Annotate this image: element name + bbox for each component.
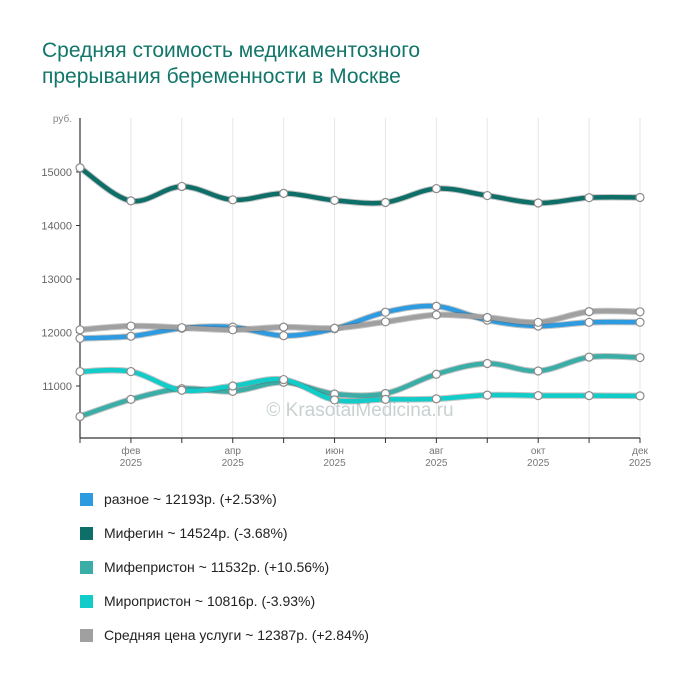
data-point[interactable] xyxy=(177,385,187,395)
x-tick-label-month: авг xyxy=(429,446,444,457)
series-line-shadow xyxy=(76,164,644,207)
x-tick-label-year: 2025 xyxy=(527,458,550,469)
data-point[interactable] xyxy=(482,190,492,201)
data-point[interactable] xyxy=(431,310,441,320)
chart-title-line-1: Средняя стоимость медикаментозного xyxy=(42,39,421,62)
data-point[interactable] xyxy=(380,197,391,208)
data-point[interactable] xyxy=(380,394,391,404)
data-point[interactable] xyxy=(533,391,543,401)
watermark: © KrasotaiMedicina.ru xyxy=(266,400,453,421)
legend-swatch xyxy=(80,492,93,506)
grid-lines xyxy=(79,118,641,438)
series-points xyxy=(75,163,645,422)
legend-label: Средняя цена услуги ~ 12387р. (+2.84%) xyxy=(104,627,369,643)
data-point[interactable] xyxy=(279,331,289,341)
data-point[interactable] xyxy=(431,394,441,404)
data-point[interactable] xyxy=(75,411,85,422)
line-chart: © KrasotaiMedicina.ru руб. 11000 12000 1300… xyxy=(41,113,652,469)
data-point[interactable] xyxy=(279,188,289,198)
x-tick-label-year: 2025 xyxy=(222,458,245,469)
data-point[interactable] xyxy=(431,183,441,194)
data-point[interactable] xyxy=(482,312,492,323)
y-tick-label: 11000 xyxy=(42,381,72,393)
legend-swatch xyxy=(80,628,93,642)
data-point[interactable] xyxy=(584,391,594,401)
data-point[interactable] xyxy=(75,333,85,343)
x-tick-label-year: 2025 xyxy=(425,458,448,469)
data-point[interactable] xyxy=(126,196,136,206)
data-point[interactable] xyxy=(482,390,492,400)
data-point[interactable] xyxy=(584,317,594,327)
y-tick-label: 13000 xyxy=(41,274,72,286)
data-point[interactable] xyxy=(228,325,238,335)
data-point[interactable] xyxy=(329,195,340,205)
data-point[interactable] xyxy=(126,331,136,341)
legend-item[interactable]: Миропристон ~ 10816р. (-3.93%) xyxy=(80,591,315,611)
data-point[interactable] xyxy=(431,301,441,311)
data-point[interactable] xyxy=(533,366,543,376)
data-point[interactable] xyxy=(380,317,391,327)
data-point[interactable] xyxy=(584,193,594,203)
legend-label: Мифегин ~ 14524р. (-3.68%) xyxy=(104,525,288,541)
data-point[interactable] xyxy=(635,192,645,203)
legend-item[interactable]: Мифегин ~ 14524р. (-3.68%) xyxy=(80,523,288,543)
x-axis-ticks: фев2025апр2025июн2025авг2025окт2025дек20… xyxy=(79,438,652,469)
legend-item[interactable]: Мифепристон ~ 11532р. (+10.56%) xyxy=(80,557,329,577)
data-point[interactable] xyxy=(75,366,85,377)
data-point[interactable] xyxy=(533,317,543,327)
legend-swatch xyxy=(80,526,93,540)
data-point[interactable] xyxy=(228,381,238,391)
y-axis-unit-label: руб. xyxy=(53,113,72,125)
x-tick-label-year: 2025 xyxy=(629,458,652,469)
chart-title-line-2: прерывания беременности в Москве xyxy=(42,65,401,88)
data-point[interactable] xyxy=(126,366,136,377)
data-point[interactable] xyxy=(177,323,187,333)
legend-swatch xyxy=(80,594,93,608)
data-point[interactable] xyxy=(380,307,391,317)
data-point[interactable] xyxy=(228,195,238,205)
x-tick-label-month: фев xyxy=(121,445,140,457)
chart-title: Средняя стоимость медикаментозного преры… xyxy=(42,38,662,90)
data-point[interactable] xyxy=(177,181,187,192)
data-point[interactable] xyxy=(482,358,492,369)
x-tick-label-year: 2025 xyxy=(120,458,143,469)
x-tick-label-month: апр xyxy=(224,446,241,457)
data-point[interactable] xyxy=(584,352,594,362)
y-tick-label: 12000 xyxy=(41,328,72,340)
data-point[interactable] xyxy=(126,394,136,404)
series-lines xyxy=(76,164,644,420)
data-point[interactable] xyxy=(584,307,594,317)
data-point[interactable] xyxy=(329,395,340,405)
x-tick-label-year: 2025 xyxy=(323,458,346,469)
data-point[interactable] xyxy=(75,163,85,173)
x-tick-label-month: дек xyxy=(632,446,648,457)
y-tick-label: 15000 xyxy=(41,167,72,179)
data-point[interactable] xyxy=(126,321,136,331)
data-point[interactable] xyxy=(635,307,645,317)
data-point[interactable] xyxy=(279,374,289,385)
legend-label: разное ~ 12193р. (+2.53%) xyxy=(104,491,277,507)
y-axis-ticks: руб. 11000 12000 13000 14000 15000 xyxy=(41,113,80,393)
data-point[interactable] xyxy=(635,391,645,401)
legend-label: Мифепристон ~ 11532р. (+10.56%) xyxy=(104,559,330,575)
data-point[interactable] xyxy=(635,352,645,363)
legend-label: Миропристон ~ 10816р. (-3.93%) xyxy=(104,593,316,609)
data-point[interactable] xyxy=(431,369,441,379)
legend-item[interactable]: Средняя цена услуги ~ 12387р. (+2.84%) xyxy=(80,625,369,645)
x-tick-label-month: окт xyxy=(531,446,546,457)
data-point[interactable] xyxy=(635,317,645,327)
data-point[interactable] xyxy=(329,323,340,333)
data-point[interactable] xyxy=(279,322,289,332)
data-point[interactable] xyxy=(533,198,543,208)
legend-item[interactable]: разное ~ 12193р. (+2.53%) xyxy=(80,489,277,509)
legend-swatch xyxy=(80,560,93,574)
x-tick-label-month: июн xyxy=(325,446,344,457)
series-line-1 xyxy=(77,165,643,206)
y-tick-label: 14000 xyxy=(41,221,72,233)
data-point[interactable] xyxy=(75,325,85,335)
